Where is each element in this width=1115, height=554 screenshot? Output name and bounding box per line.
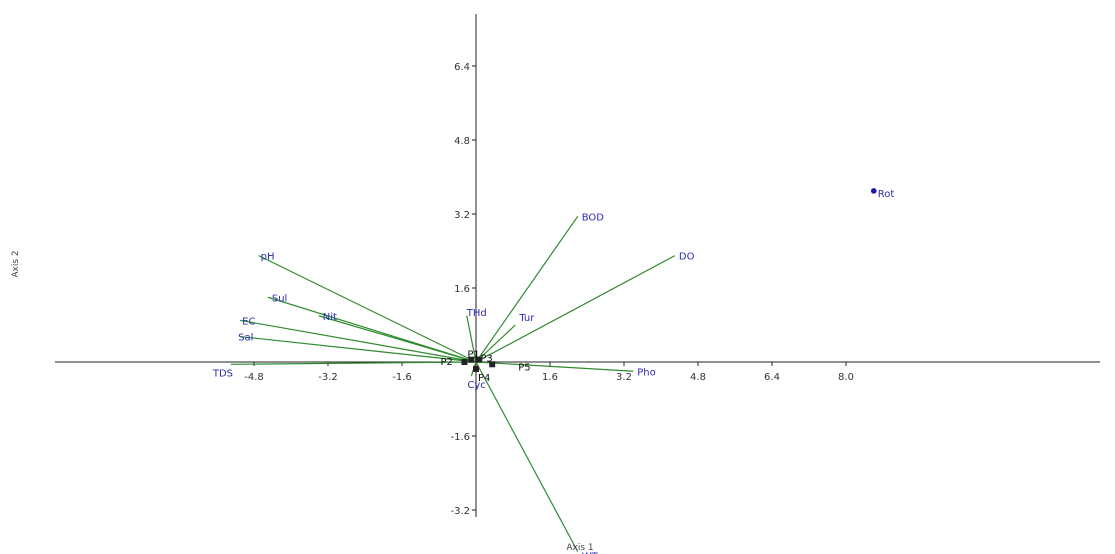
x-tick-label: 1.6 — [542, 372, 558, 383]
y-tick-label: -3.2 — [450, 506, 470, 517]
vector-thd — [466, 315, 477, 363]
vector-label-sal: Sal — [238, 333, 253, 344]
vector-ph — [258, 255, 477, 363]
x-tick-label: -1.6 — [392, 372, 412, 383]
y-tick-label: 1.6 — [454, 284, 470, 295]
sample-label-p5: P5 — [518, 362, 530, 373]
sample-marker-p1 — [468, 356, 475, 363]
x-tick-label: 4.8 — [690, 372, 706, 383]
loading-vectors — [230, 215, 676, 552]
x-tick-label: 8.0 — [838, 372, 854, 383]
y-tick-label: 6.4 — [454, 62, 470, 73]
x-tick-label: -3.2 — [318, 372, 338, 383]
vector-wt — [475, 361, 579, 552]
vector-tur — [475, 324, 516, 363]
vector-nit — [318, 315, 477, 363]
vector-label-sul: Sul — [272, 293, 287, 304]
vector-label-nit: Nit — [323, 312, 337, 323]
vector-sal — [240, 335, 477, 363]
vector-pho — [475, 361, 634, 372]
y-tick-label: -1.6 — [450, 432, 470, 443]
vector-label-bod: BOD — [582, 212, 605, 223]
vector-bod — [475, 215, 579, 363]
vector-label-wt: WT — [582, 552, 599, 554]
point-labels: pHSulNitECSalTDSTHdTurBODDOPhoWTCycHarRo… — [212, 189, 895, 554]
sample-marker-p2 — [461, 359, 468, 365]
x-tick-label: 3.2 — [616, 372, 632, 383]
vector-label-thd: THd — [466, 308, 487, 319]
x-tick-label: 6.4 — [764, 372, 780, 383]
vector-label-tur: Tur — [518, 313, 535, 324]
point-label-rot: Rot — [878, 189, 895, 200]
y-tick-label: 3.2 — [454, 210, 470, 221]
sample-marker-p5 — [489, 361, 496, 368]
x-tick-label: -4.8 — [244, 372, 264, 383]
vector-label-pho: Pho — [637, 367, 656, 378]
vector-label-tds: TDS — [212, 368, 233, 379]
x-axis-title: Axis 1 — [566, 543, 593, 553]
sample-label-p3: P3 — [480, 354, 492, 365]
sample-marker-p4 — [473, 365, 479, 372]
vector-label-ph: pH — [261, 252, 275, 263]
sample-marker-p3 — [475, 356, 482, 363]
vector-label-ec: EC — [242, 316, 255, 327]
vector-label-do: DO — [679, 252, 695, 263]
point-rot — [870, 188, 877, 194]
sample-label-p4: P4 — [478, 373, 490, 384]
y-tick-label: 4.8 — [454, 136, 470, 147]
sample-label-p1: P1 — [467, 350, 479, 361]
data-points — [461, 188, 877, 372]
sample-label-p2: P2 — [440, 357, 452, 368]
y-axis-title: Axis 2 — [11, 250, 21, 277]
vector-do — [475, 255, 676, 363]
vector-tds — [230, 361, 477, 365]
vector-label-cyc: Cyc — [467, 380, 485, 391]
axes: -4.8 -3.2 -1.6 1.6 3.2 4.8 6.4 8.0 -3.2 -1.6 1.6 3.… — [55, 14, 1100, 517]
vector-ec — [240, 319, 477, 363]
